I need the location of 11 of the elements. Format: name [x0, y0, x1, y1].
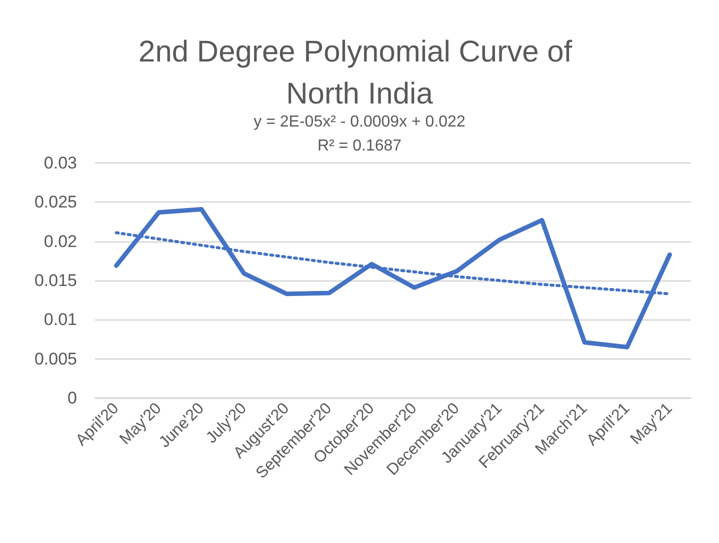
y-tick-label: 0.01: [44, 310, 77, 330]
y-tick-label: 0.03: [44, 154, 77, 172]
y-tick-label: 0.005: [34, 349, 77, 368]
line-series: [114, 206, 672, 350]
y-tick-label: 0: [68, 388, 77, 408]
y-tick-label: 0.025: [34, 192, 77, 212]
text: R² = 0.1687: [317, 138, 402, 154]
y-tick-label: 0.015: [34, 271, 77, 290]
chart-title: 2nd Degree Polynomial Curve of North India: [138, 36, 580, 110]
text: y = 2E-05x² - 0.0009x + 0.022: [254, 114, 466, 130]
y-tick-label: 0.02: [44, 232, 77, 251]
